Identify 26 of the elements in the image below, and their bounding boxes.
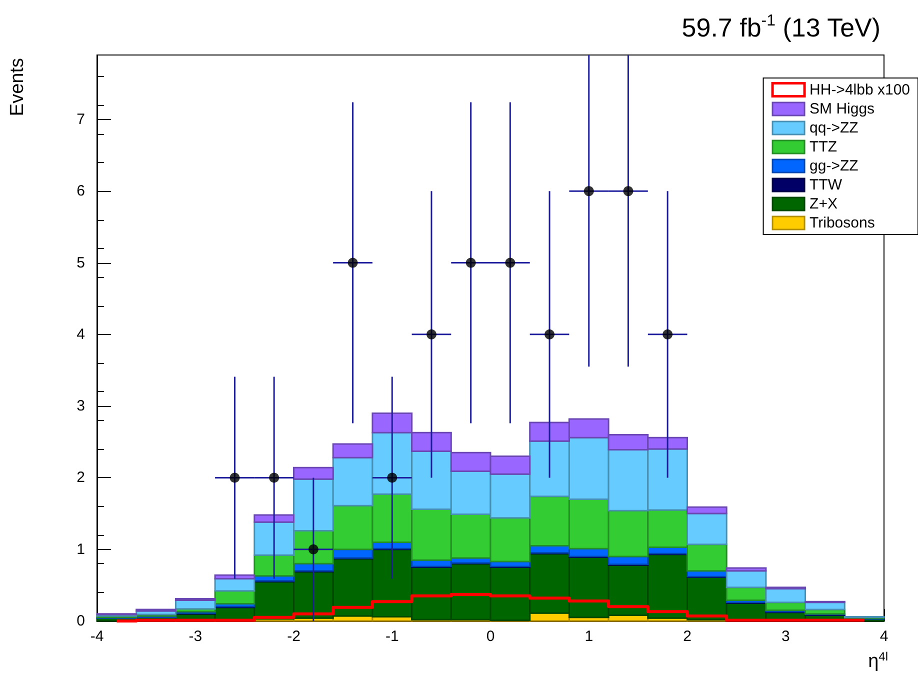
- y-tick-label: 2: [76, 469, 85, 486]
- y-tick-label: 6: [76, 182, 85, 200]
- y-tick-label: 1: [76, 540, 85, 558]
- legend-label: Tribosons: [810, 214, 875, 232]
- x-tick-label: -2: [287, 628, 300, 645]
- legend-label: TTW: [810, 176, 843, 194]
- x-tick-label: -3: [188, 628, 202, 645]
- legend-label: HH->4lbb x100: [810, 81, 910, 98]
- y-tick-label: 7: [76, 110, 85, 128]
- legend-label: gg->ZZ: [810, 158, 858, 174]
- x-tick-label: 1: [584, 628, 594, 645]
- y-tick-label: 0: [76, 612, 85, 630]
- legend-label: Z+X: [810, 196, 838, 212]
- x-tick-label: -1: [385, 628, 399, 645]
- x-tick-label: 3: [781, 628, 790, 645]
- y-tick-label: 4: [76, 326, 85, 343]
- y-axis-title: Events: [7, 58, 28, 116]
- y-tick-label: 3: [76, 398, 85, 415]
- x-tick-label: 2: [683, 628, 692, 645]
- x-tick-label: 0: [486, 628, 495, 645]
- y-tick-label: 5: [76, 254, 85, 272]
- legend-label: qq->ZZ: [810, 120, 858, 136]
- x-tick-label: -4: [90, 628, 104, 645]
- legend-label: SM Higgs: [810, 100, 875, 118]
- x-tick-label: 4: [880, 628, 888, 645]
- legend-label: TTZ: [810, 138, 838, 156]
